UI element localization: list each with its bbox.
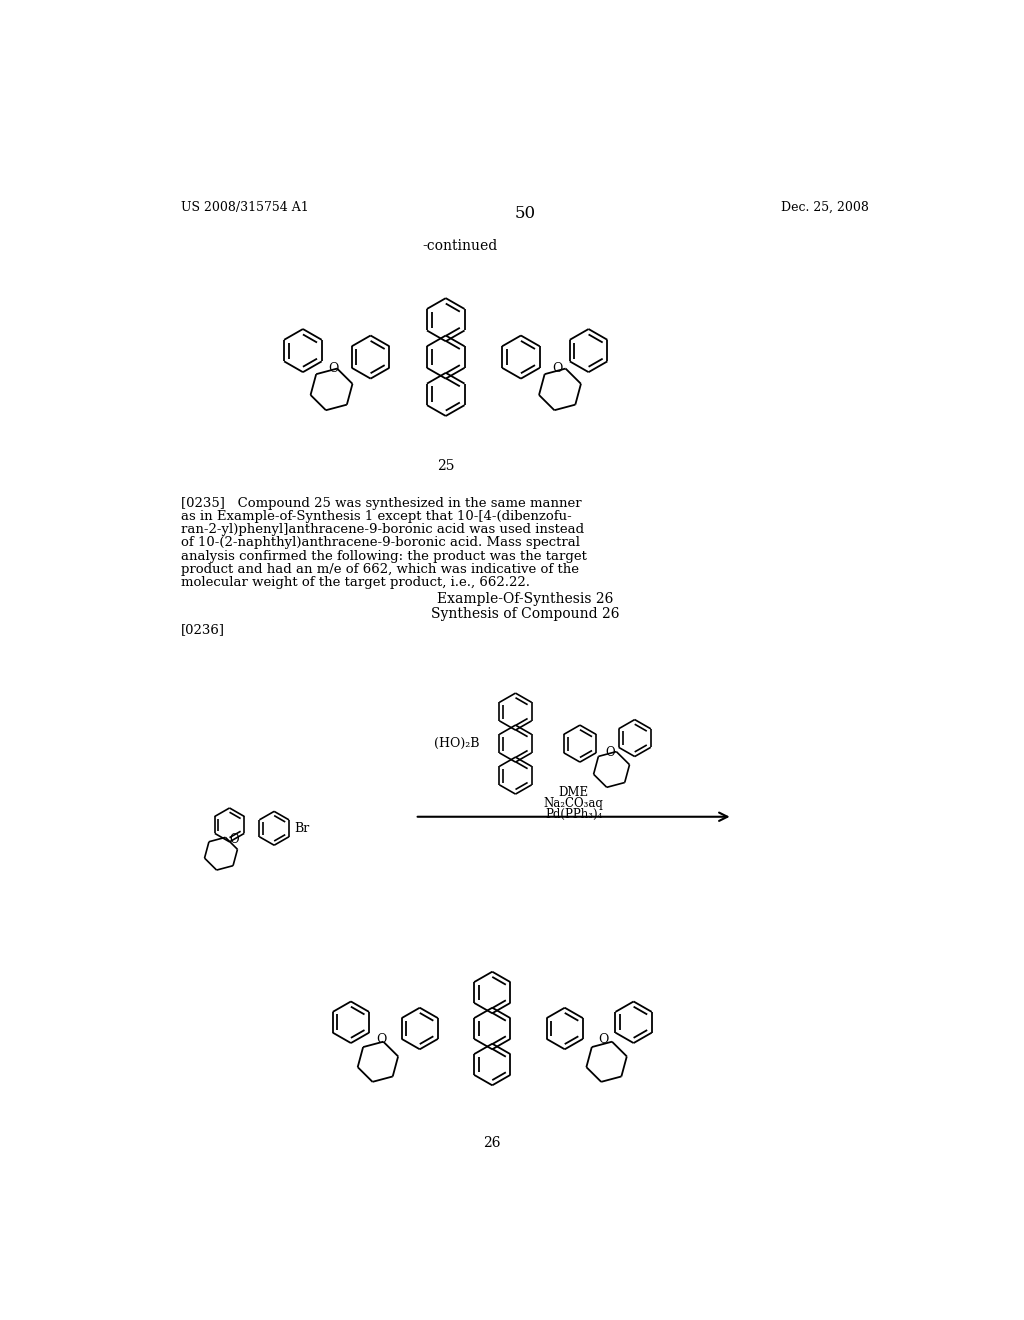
Text: as in Example-of-Synthesis 1 except that 10-[4-(dibenzofu-: as in Example-of-Synthesis 1 except that… — [180, 511, 571, 523]
Text: Pd(PPh₃)₄: Pd(PPh₃)₄ — [545, 808, 602, 821]
Text: Br: Br — [295, 822, 310, 834]
Text: O: O — [598, 1034, 608, 1047]
Text: [0236]: [0236] — [180, 623, 224, 636]
Text: 26: 26 — [483, 1137, 501, 1150]
Text: (HO)₂B: (HO)₂B — [434, 737, 479, 750]
Text: [0235]   Compound 25 was synthesized in the same manner: [0235] Compound 25 was synthesized in th… — [180, 498, 582, 511]
Text: Na₂CO₃aq: Na₂CO₃aq — [544, 797, 603, 809]
Text: O: O — [229, 833, 240, 846]
Text: 50: 50 — [514, 205, 536, 222]
Text: analysis confirmed the following: the product was the target: analysis confirmed the following: the pr… — [180, 549, 587, 562]
Text: of 10-(2-naphthyl)anthracene-9-boronic acid. Mass spectral: of 10-(2-naphthyl)anthracene-9-boronic a… — [180, 536, 580, 549]
Text: Example-Of-Synthesis 26: Example-Of-Synthesis 26 — [436, 591, 613, 606]
Text: DME: DME — [558, 785, 589, 799]
Text: US 2008/315754 A1: US 2008/315754 A1 — [180, 201, 308, 214]
Text: O: O — [605, 746, 614, 759]
Text: Synthesis of Compound 26: Synthesis of Compound 26 — [430, 607, 620, 622]
Text: Dec. 25, 2008: Dec. 25, 2008 — [781, 201, 869, 214]
Text: 25: 25 — [437, 459, 455, 473]
Text: molecular weight of the target product, i.e., 662.22.: molecular weight of the target product, … — [180, 576, 529, 589]
Text: O: O — [376, 1034, 386, 1047]
Text: ran-2-yl)phenyl]anthracene-9-boronic acid was used instead: ran-2-yl)phenyl]anthracene-9-boronic aci… — [180, 524, 584, 536]
Text: O: O — [553, 363, 563, 375]
Text: product and had an m/e of 662, which was indicative of the: product and had an m/e of 662, which was… — [180, 562, 579, 576]
Text: O: O — [329, 363, 339, 375]
Text: -continued: -continued — [423, 239, 498, 253]
